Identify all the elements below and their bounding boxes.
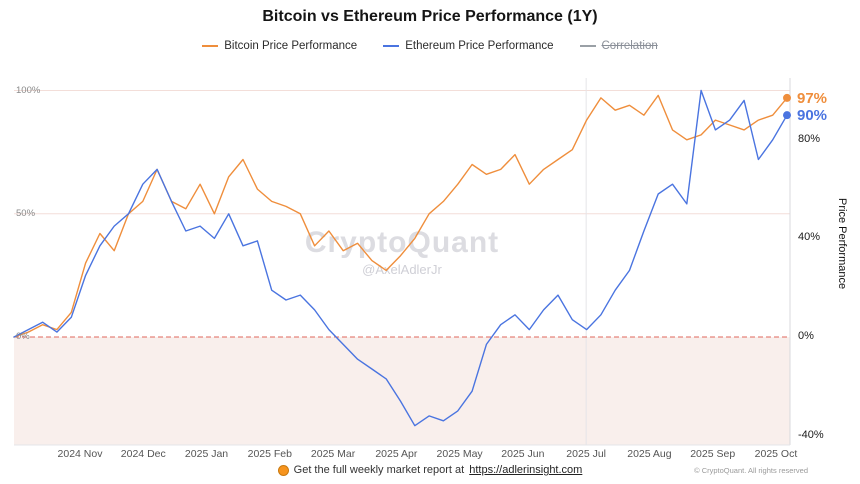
legend: Bitcoin Price Performance Ethereum Price… — [0, 40, 860, 52]
right-axis-title: Price Performance — [836, 198, 848, 290]
legend-item-bitcoin[interactable]: Bitcoin Price Performance — [202, 40, 357, 52]
footer-note: Get the full weekly market report at htt… — [0, 464, 860, 476]
x-axis-tick: 2025 Mar — [310, 448, 356, 460]
x-axis-tick: 2025 Aug — [627, 448, 672, 460]
y-axis-tick-right: -40% — [798, 428, 824, 441]
bitcoin-line-swatch-icon — [202, 45, 219, 47]
footer-link[interactable]: https://adlerinsight.com — [469, 464, 583, 476]
x-axis-tick: 2025 Oct — [754, 448, 798, 460]
x-axis-tick: 2024 Nov — [57, 448, 103, 460]
y-axis-tick-left: 50% — [16, 207, 36, 219]
bitcoin-price-performance-line — [13, 94, 788, 338]
y-axis-tick-left: 100% — [16, 84, 41, 96]
x-axis-tick: 2024 Dec — [120, 448, 166, 460]
y-axis-tick-right: 0% — [798, 330, 814, 342]
legend-item-ethereum[interactable]: Ethereum Price Performance — [383, 40, 554, 52]
ethereum-price-performance-line — [13, 89, 788, 427]
series-end-value-label: 97% — [797, 90, 827, 107]
y-axis-tick-left: 0% — [16, 331, 30, 342]
x-axis-tick: 2025 Feb — [247, 448, 292, 460]
footer-text: Get the full weekly market report at — [293, 464, 465, 476]
legend-label-bitcoin: Bitcoin Price Performance — [224, 40, 358, 52]
correlation-line-swatch-icon — [579, 45, 596, 47]
orange-dot-icon — [277, 464, 289, 476]
x-axis-tick: 2025 Jan — [184, 448, 229, 460]
legend-label-ethereum: Ethereum Price Performance — [405, 40, 554, 52]
legend-label-correlation: Correlation — [601, 40, 658, 52]
series-end-dot — [783, 111, 791, 120]
y-axis-tick-right: 80% — [798, 132, 821, 145]
x-axis-tick: 2025 Sep — [690, 448, 736, 460]
ethereum-line-swatch-icon — [383, 45, 400, 47]
x-axis-tick: 2025 Jul — [566, 448, 607, 460]
y-axis-tick-right: 40% — [798, 231, 821, 244]
series-end-dot — [783, 93, 791, 102]
x-axis-tick: 2025 Jun — [501, 448, 545, 460]
chart-title: Bitcoin vs Ethereum Price Performance (1… — [262, 8, 598, 25]
legend-item-correlation[interactable]: Correlation — [579, 40, 658, 52]
copyright: © CryptoQuant. All rights reserved — [694, 466, 808, 475]
series-end-value-label: 90% — [797, 107, 827, 124]
below-zero-band — [14, 337, 790, 445]
x-axis-tick: 2025 May — [436, 448, 483, 460]
x-axis-tick: 2025 Apr — [375, 448, 418, 460]
